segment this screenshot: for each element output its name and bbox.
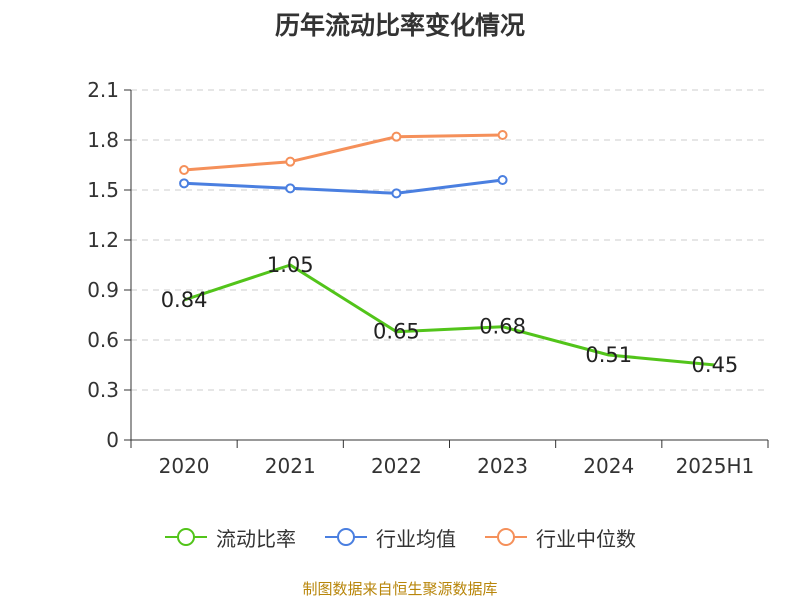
- legend-marker-industry-average: [325, 528, 367, 546]
- series-2-point: [285, 156, 296, 167]
- legend-marker-industry-median: [485, 528, 527, 546]
- chart-title: 历年流动比率变化情况: [274, 11, 525, 40]
- y-tick-label: 1.5: [87, 178, 119, 202]
- y-tick-label: 0.9: [87, 278, 119, 302]
- axes: 0 0.3 0.6 0.9 1.2 1.5 1.8 2.1 2020 2021 2022 2023 20…: [87, 78, 769, 478]
- series-1-point: [179, 178, 190, 189]
- legend: 流动比率 行业均值 行业中位数: [0, 521, 800, 553]
- x-tick-label: 2020: [159, 454, 210, 478]
- series-2-point: [179, 165, 190, 175]
- legend-item-industry-median[interactable]: 行业中位数: [484, 523, 636, 552]
- series-0-line: [183, 263, 716, 367]
- x-tick-label: 2025H1: [676, 454, 755, 478]
- series-0-data-label: 0.45: [692, 353, 739, 377]
- legend-marker-current-ratio: [165, 528, 207, 546]
- y-tick-label: 0: [106, 428, 119, 452]
- data-labels: 0.84 1.05 0.65 0.68 0.51 0.45: [161, 253, 739, 377]
- series-2-point: [497, 130, 508, 140]
- series-0-data-label: 1.05: [267, 253, 314, 277]
- x-tick-label: 2022: [371, 454, 422, 478]
- series-0-data-label: 0.68: [479, 315, 526, 339]
- series-1-point: [285, 183, 296, 194]
- y-tick-label: 1.8: [87, 128, 119, 152]
- series-0-data-label: 0.51: [585, 343, 632, 367]
- y-tick-label: 0.3: [87, 378, 119, 402]
- x-tick-label: 2024: [583, 454, 634, 478]
- series-2-point: [391, 131, 402, 142]
- series-1-line: [184, 178, 503, 195]
- grid-lines: [131, 89, 768, 391]
- series-0-data-label: 0.65: [373, 320, 420, 344]
- legend-item-industry-average[interactable]: 行业均值: [324, 523, 456, 552]
- y-tick-label: 0.6: [87, 328, 119, 352]
- x-tick-label: 2023: [477, 454, 528, 478]
- series-0-data-label: 0.84: [161, 288, 208, 312]
- legend-item-current-ratio[interactable]: 流动比率: [164, 523, 296, 552]
- x-tick-label: 2021: [265, 454, 316, 478]
- legend-label-current-ratio: 流动比率: [216, 526, 296, 551]
- series-2-line: [183, 133, 503, 172]
- series-1-point: [391, 188, 402, 199]
- series-1-point: [497, 175, 508, 185]
- source-note: 制图数据来自恒生聚源数据库: [302, 580, 498, 598]
- series-lines: [179, 130, 716, 367]
- y-tick-label: 2.1: [87, 78, 119, 102]
- y-tick-label: 1.2: [87, 228, 119, 252]
- legend-label-industry-average: 行业均值: [376, 526, 456, 551]
- legend-label-industry-median: 行业中位数: [536, 526, 636, 551]
